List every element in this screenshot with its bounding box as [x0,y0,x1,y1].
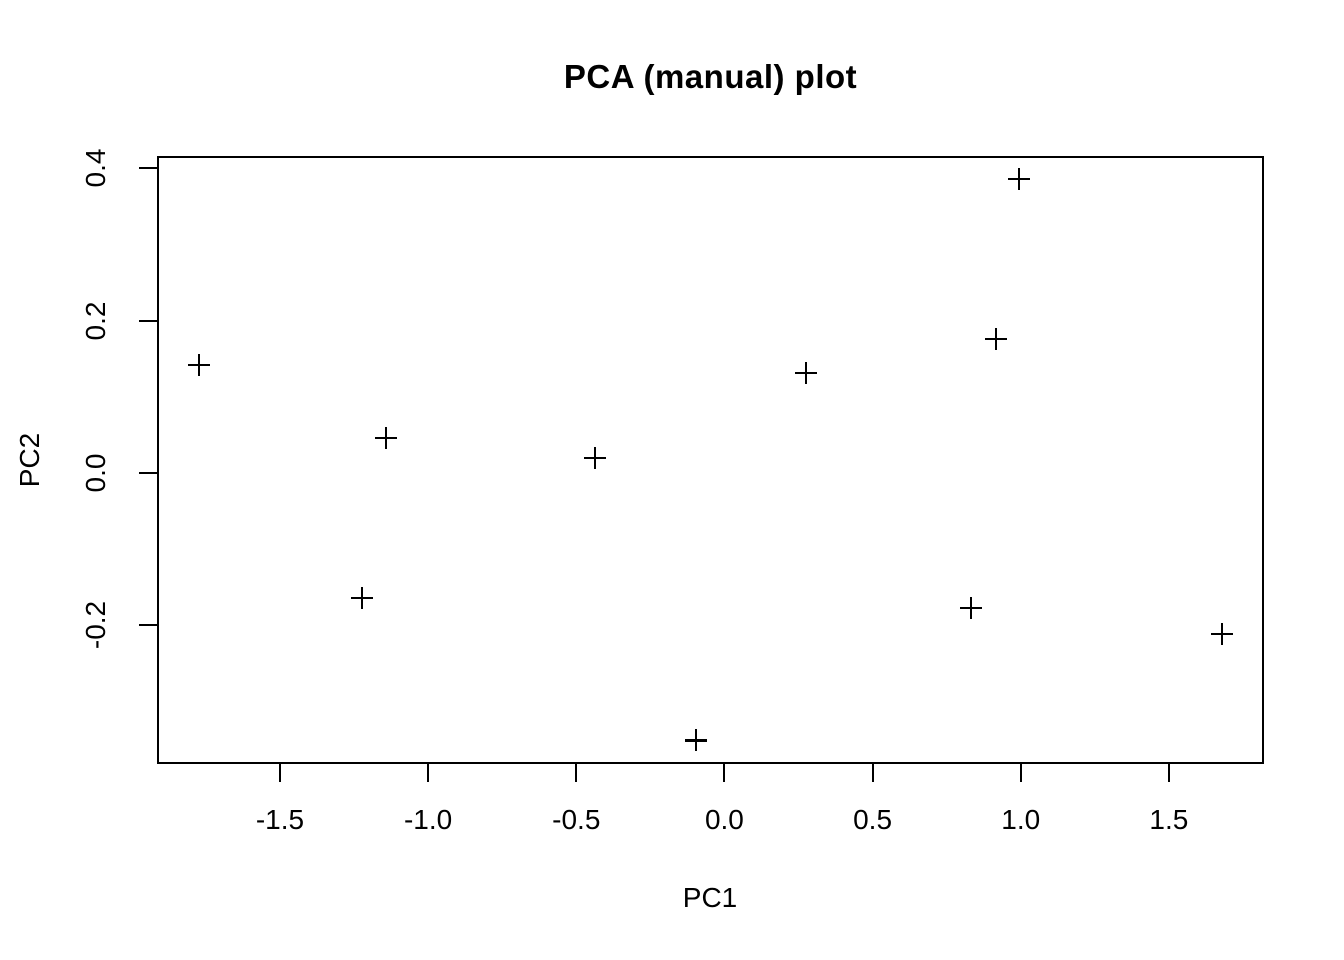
x-axis-tick [871,764,874,782]
data-point-plus-marker [351,586,374,609]
x-axis-tick [278,764,281,782]
y-axis-tick-label: 0.0 [80,453,111,493]
data-point-plus-marker [583,446,606,469]
data-point-plus-marker [984,327,1007,350]
x-axis-tick-label: 1.0 [1001,804,1041,835]
x-axis-tick-label: -1.5 [255,804,305,835]
chart-title: PCA (manual) plot [563,58,858,95]
data-point-plus-marker [684,729,707,752]
y-axis-label: PC2 [14,432,45,488]
x-axis-tick [723,764,726,782]
x-axis-tick-label: 0.5 [853,804,893,835]
x-axis-tick [1167,764,1170,782]
x-axis-tick-label: -1.0 [403,804,453,835]
x-axis-label: PC1 [682,882,738,913]
x-axis-tick-label: 1.5 [1149,804,1189,835]
y-axis-tick-label: 0.4 [80,148,111,188]
x-axis-tick [1019,764,1022,782]
y-axis-tick-label: -0.2 [80,601,111,650]
x-axis-tick [427,764,430,782]
y-axis-tick [139,319,157,322]
plot-area [157,156,1264,764]
data-point-plus-marker [375,426,398,449]
x-axis-tick-label: 0.0 [704,804,744,835]
x-axis-tick-label: -0.5 [552,804,601,835]
y-axis-tick [139,471,157,474]
y-axis-tick [139,624,157,627]
data-point-plus-marker [1210,622,1233,645]
data-point-plus-marker [794,362,817,385]
y-axis-tick [139,167,157,170]
data-point-plus-marker [1007,167,1030,190]
data-point-plus-marker [187,353,210,376]
x-axis-tick [575,764,578,782]
y-axis-tick-label: 0.2 [80,301,111,341]
data-point-plus-marker [959,596,982,619]
